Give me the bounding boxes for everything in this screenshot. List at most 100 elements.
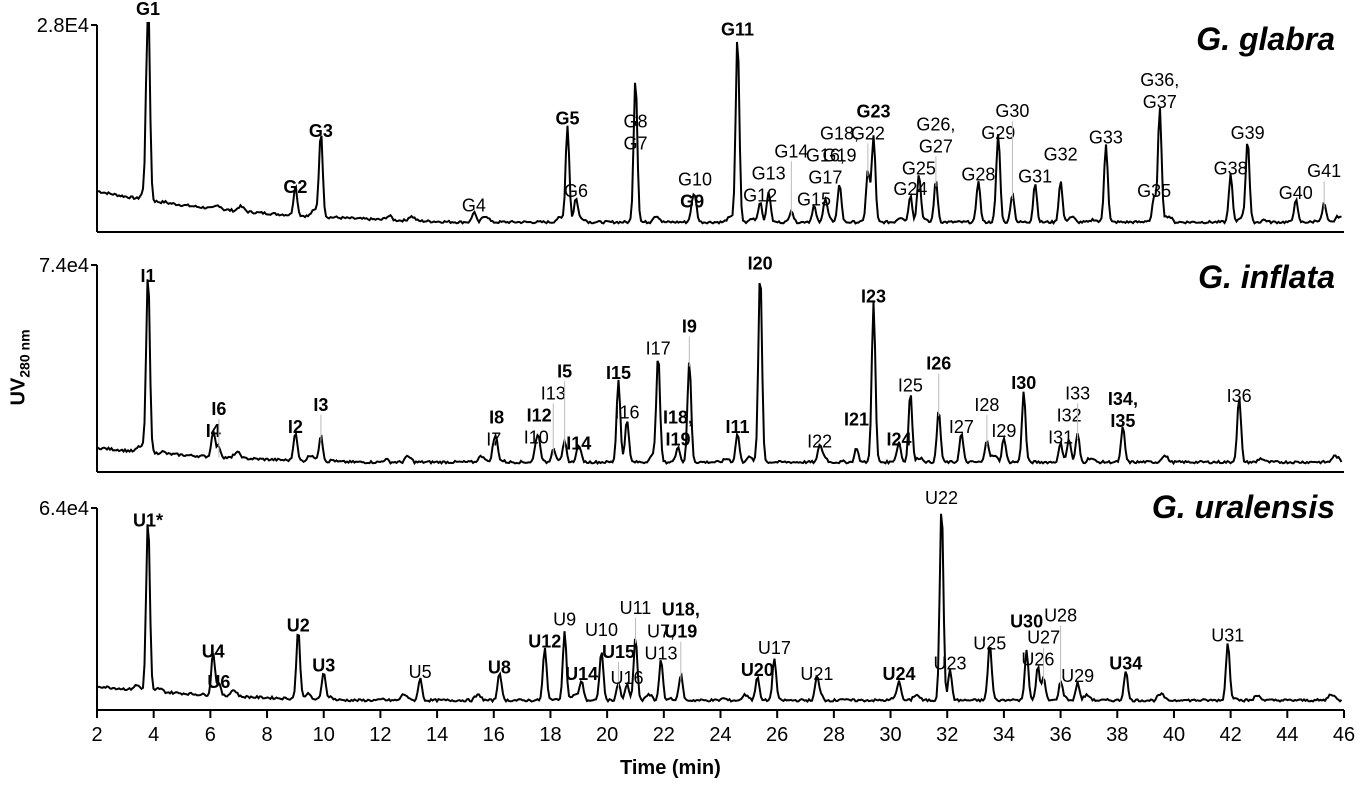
peak-label: U24 — [883, 664, 916, 684]
peak-label: G35 — [1137, 181, 1171, 201]
peak-label: I30 — [1011, 373, 1036, 393]
x-tick-label: 26 — [766, 724, 788, 746]
peak-label: G16, — [806, 145, 845, 165]
peak-label: G18, — [820, 123, 859, 143]
x-tick-label: 20 — [596, 724, 618, 746]
x-tick-label: 6 — [205, 724, 216, 746]
peak-label: I25 — [898, 376, 923, 396]
peak-label: U25 — [973, 634, 1006, 654]
x-tick-label: 10 — [313, 724, 335, 746]
peak-label: U20 — [741, 660, 774, 680]
peak-label: G13 — [752, 163, 786, 183]
peak-label: G10 — [678, 170, 712, 190]
peak-label: U10 — [585, 620, 618, 640]
x-tick-label: 32 — [936, 724, 958, 746]
peak-label: G11 — [721, 20, 754, 40]
x-tick-label: 24 — [709, 724, 731, 746]
peak-label: I14 — [566, 434, 591, 454]
species-title: G. inflata — [1198, 259, 1335, 295]
peak-label: U26 — [1021, 650, 1054, 670]
peak-label: G37 — [1143, 92, 1177, 112]
peak-label: G23 — [857, 101, 891, 121]
chromatogram-trace — [97, 279, 1343, 466]
peak-label: G26, — [916, 114, 955, 134]
peak-label: G39 — [1231, 123, 1265, 143]
peak-label: U6 — [207, 672, 230, 692]
peak-label: U29 — [1061, 666, 1094, 686]
peak-label: G38 — [1214, 158, 1248, 178]
peak-label: U2 — [287, 615, 310, 635]
peak-label: U18, — [662, 600, 700, 620]
x-tick-label: 34 — [993, 724, 1015, 746]
peak-label: I33 — [1065, 383, 1090, 403]
peak-label: G40 — [1279, 183, 1313, 203]
peak-label: I20 — [748, 253, 773, 273]
peak-label: I28 — [974, 395, 999, 415]
peak-label: U17 — [758, 638, 791, 658]
peak-label: I17 — [646, 338, 671, 358]
chromatogram-trace — [98, 513, 1343, 704]
peak-label: I12 — [527, 405, 552, 425]
peak-label: U14 — [565, 664, 598, 684]
peak-label: G9 — [680, 192, 704, 212]
peak-label: U16 — [610, 668, 643, 688]
peak-label: G14 — [774, 141, 808, 161]
peak-label: G27 — [919, 136, 953, 156]
peak-label: U15 — [602, 642, 635, 662]
peak-label: G3 — [309, 121, 333, 141]
x-tick-label: 16 — [483, 724, 505, 746]
peak-label: I4 — [206, 421, 221, 441]
peak-label: U34 — [1109, 654, 1142, 674]
peak-label: I8 — [489, 407, 504, 427]
x-tick-label: 42 — [1220, 724, 1242, 746]
peak-label: I16 — [614, 403, 639, 423]
y-max-label: 7.4e4 — [39, 255, 89, 277]
peak-label: I3 — [313, 395, 328, 415]
peak-label: I6 — [211, 399, 226, 419]
peak-label: I24 — [887, 429, 912, 449]
peak-label: G6 — [564, 181, 588, 201]
peak-label: I9 — [682, 316, 697, 336]
y-max-label: 2.8E4 — [37, 15, 89, 37]
peak-label: G36, — [1140, 70, 1179, 90]
x-tick-label: 44 — [1276, 724, 1298, 746]
y-axis-label: UV280 nm — [8, 308, 33, 428]
peak-label: U3 — [312, 656, 335, 676]
peak-label: G7 — [623, 134, 647, 154]
peak-label: U1* — [133, 510, 163, 530]
x-tick-label: 22 — [653, 724, 675, 746]
peak-label: U27 — [1027, 628, 1060, 648]
peak-label: U12 — [528, 631, 561, 651]
y-axis-label-sub: 280 nm — [16, 329, 33, 378]
x-tick-label: 30 — [879, 724, 901, 746]
peak-label: G41 — [1307, 161, 1341, 181]
peak-label: U8 — [488, 658, 511, 678]
peak-label: I32 — [1057, 405, 1082, 425]
peak-label: G31 — [1018, 167, 1052, 187]
peak-label: U31 — [1211, 625, 1244, 645]
peak-label: G17 — [808, 167, 842, 187]
x-tick-label: 46 — [1333, 724, 1355, 746]
peak-label: U11 — [620, 598, 652, 618]
peak-label: U7, — [647, 622, 675, 642]
peak-label: I22 — [807, 432, 832, 452]
peak-label: I1 — [141, 266, 156, 286]
peak-label: I27 — [949, 417, 974, 437]
x-tick-label: 4 — [148, 724, 159, 746]
peak-label: I7 — [486, 429, 501, 449]
peak-label: I19 — [665, 429, 690, 449]
peak-label: G24 — [893, 179, 927, 199]
peak-label: I15 — [606, 363, 631, 383]
peak-label: U30 — [1010, 612, 1043, 632]
peak-label: G5 — [555, 109, 579, 129]
x-axis-label: Time (min) — [620, 757, 721, 779]
peak-label: I34, — [1108, 389, 1138, 409]
peak-label: G33 — [1089, 127, 1123, 147]
peak-label: G28 — [961, 165, 995, 185]
peak-label: I18, — [663, 407, 693, 427]
peak-label: G2 — [283, 177, 307, 197]
y-axis-label-main: UV — [7, 377, 30, 406]
peak-label: U9 — [553, 609, 576, 629]
peak-label: G32 — [1044, 145, 1078, 165]
